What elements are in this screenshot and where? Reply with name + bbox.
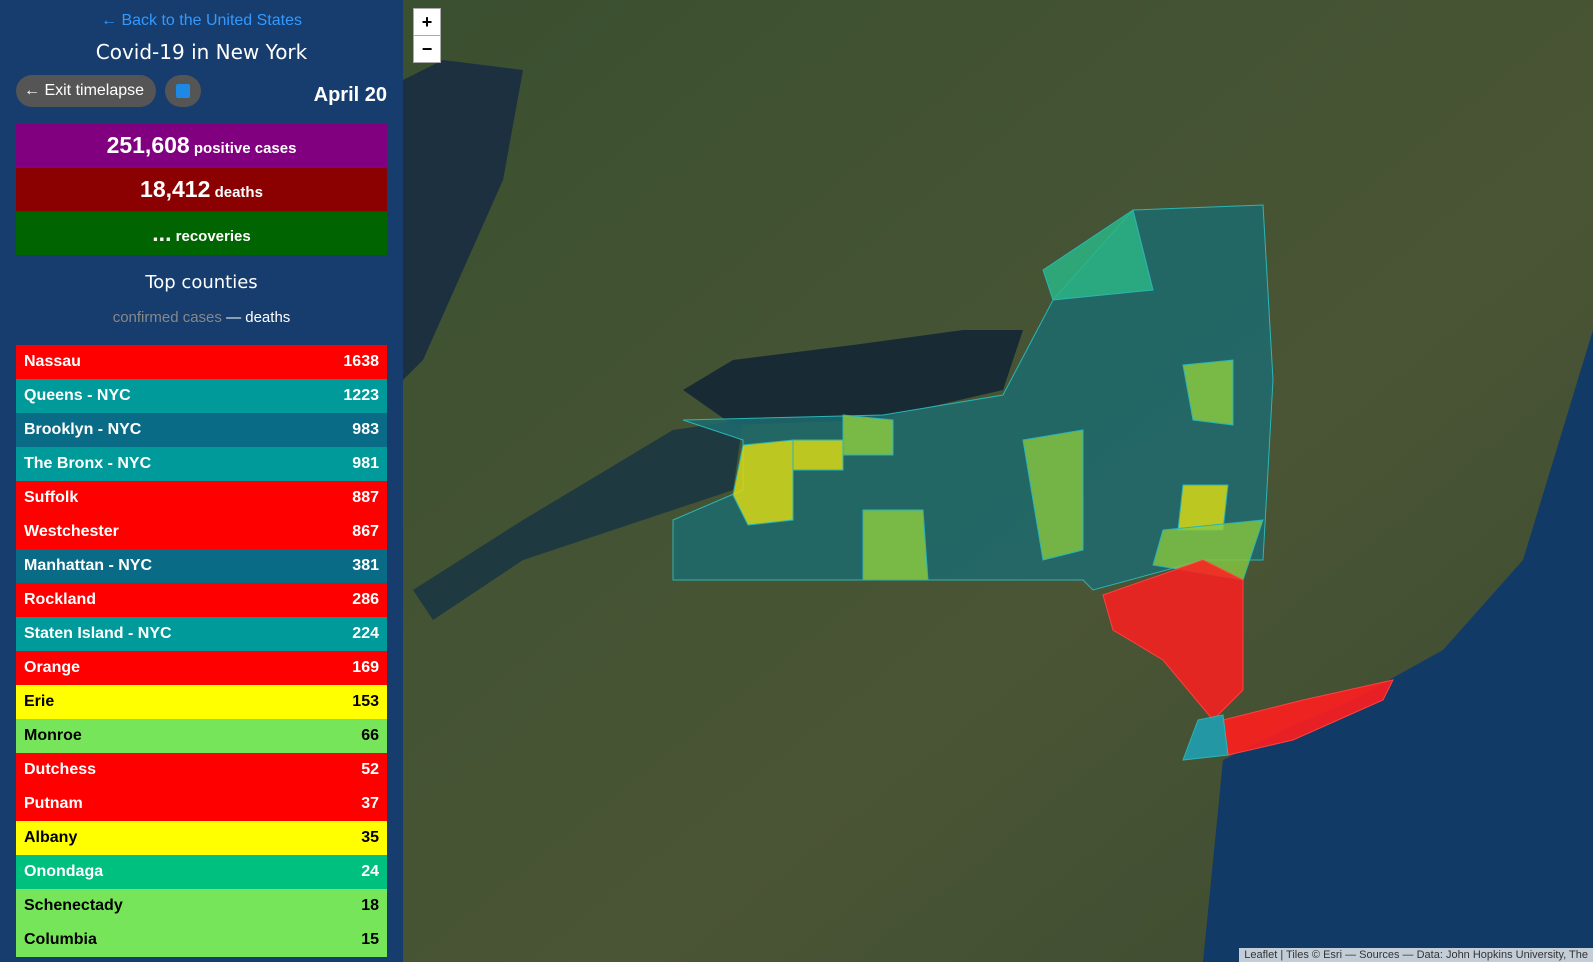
county-row[interactable]: Manhattan - NYC 381	[16, 549, 387, 583]
loop-button[interactable]	[165, 75, 201, 107]
county-name: Westchester	[24, 523, 119, 540]
county-region	[792, 439, 844, 471]
county-name: Putnam	[24, 795, 83, 812]
county-list: Nassau 1638 Queens - NYC 1223 Brooklyn - NYC…	[16, 345, 387, 957]
legend-deaths: — deaths	[226, 309, 291, 326]
county-deaths: 887	[352, 489, 379, 506]
stat-box: ... recoveries	[16, 212, 387, 255]
county-deaths: 52	[361, 761, 379, 778]
zoom-out[interactable]: −	[413, 35, 441, 63]
county-name: Rockland	[24, 591, 97, 608]
county-region	[1022, 429, 1084, 561]
county-deaths: 18	[361, 897, 379, 914]
county-name: Nassau	[24, 353, 81, 370]
county-row[interactable]: Onondaga 24	[16, 855, 387, 889]
county-region	[1182, 359, 1234, 426]
county-name: Monroe	[24, 727, 82, 744]
map-tiles	[403, 0, 1593, 962]
county-name: Albany	[24, 829, 78, 846]
new-york-counties	[672, 204, 1394, 761]
county-deaths: 286	[352, 591, 379, 608]
county-deaths: 381	[352, 557, 379, 574]
county-region	[732, 439, 794, 526]
stat-value: ...	[152, 220, 172, 246]
top-counties-title: Top counties	[145, 272, 258, 293]
county-name: Orange	[24, 659, 81, 676]
county-row[interactable]: Staten Island - NYC 224	[16, 617, 387, 651]
county-deaths: 15	[361, 931, 379, 948]
county-region	[842, 414, 894, 456]
county-name: Suffolk	[24, 489, 79, 506]
county-row[interactable]: Nassau 1638	[16, 345, 387, 379]
county-deaths: 24	[361, 863, 379, 880]
county-row[interactable]: Schenectady 18	[16, 889, 387, 923]
county-region	[1177, 484, 1229, 531]
zoom-in[interactable]: +	[413, 8, 441, 36]
date: April 20	[313, 84, 387, 106]
county-deaths: 983	[352, 421, 379, 438]
county-row[interactable]: Erie 153	[16, 685, 387, 719]
county-name: Brooklyn - NYC	[24, 421, 142, 438]
county-region	[862, 509, 929, 581]
county-name: The Bronx - NYC	[24, 455, 152, 472]
stat-box: 18,412 deaths	[16, 168, 387, 211]
county-deaths: 37	[361, 795, 379, 812]
stat-label: positive cases	[193, 140, 297, 157]
title: Covid-19 in New York	[95, 40, 308, 64]
stat-label: recoveries	[175, 228, 251, 245]
county-deaths: 169	[352, 659, 379, 676]
county-row[interactable]: Monroe 66	[16, 719, 387, 753]
county-name: Queens - NYC	[24, 387, 131, 404]
county-deaths: 1638	[343, 353, 379, 370]
county-deaths: 867	[352, 523, 379, 540]
county-region	[1042, 209, 1154, 301]
county-name: Staten Island - NYC	[24, 625, 172, 642]
lake-huron	[403, 60, 523, 380]
county-deaths: 1223	[343, 387, 379, 404]
map[interactable]: + − Leaflet | Tiles © Esri — Sources — D…	[403, 0, 1593, 962]
county-deaths: 224	[352, 625, 379, 642]
stat-value: 18,412	[140, 176, 211, 202]
county-name: Onondaga	[24, 863, 104, 880]
county-row[interactable]: Orange 169	[16, 651, 387, 685]
county-row[interactable]: Suffolk 887	[16, 481, 387, 515]
county-row[interactable]: Brooklyn - NYC 983	[16, 413, 387, 447]
county-row[interactable]: Columbia 15	[16, 923, 387, 957]
county-region	[1102, 559, 1244, 721]
county-row[interactable]: Queens - NYC 1223	[16, 379, 387, 413]
county-name: Manhattan - NYC	[24, 557, 152, 574]
exit-timelapse-button[interactable]: ← Exit timelapse	[16, 75, 157, 107]
county-region	[1182, 714, 1229, 761]
loop-icon	[176, 84, 190, 98]
back-link[interactable]: ← Back to the United States	[101, 12, 302, 29]
stat-label: deaths	[214, 184, 263, 201]
county-name: Dutchess	[24, 761, 97, 778]
lake-ontario	[683, 330, 1023, 425]
county-row[interactable]: The Bronx - NYC 981	[16, 447, 387, 481]
county-name: Schenectady	[24, 897, 123, 914]
legend: confirmed cases — deaths	[0, 309, 403, 326]
lake-erie	[413, 420, 743, 620]
county-deaths: 35	[361, 829, 379, 846]
county-deaths: 66	[361, 727, 379, 744]
county-row[interactable]: Albany 35	[16, 821, 387, 855]
county-row[interactable]: Westchester 867	[16, 515, 387, 549]
legend-confirmed: confirmed cases	[112, 309, 222, 326]
county-deaths: 153	[352, 693, 379, 710]
county-name: Columbia	[24, 931, 97, 948]
stat-box: 251,608 positive cases	[16, 124, 387, 167]
attribution: Leaflet | Tiles © Esri — Sources — Data:…	[1239, 948, 1593, 962]
county-name: Erie	[24, 693, 55, 710]
sidebar: ← Back to the United States Covid-19 in …	[0, 0, 403, 962]
stat-value: 251,608	[106, 132, 190, 158]
county-row[interactable]: Rockland 286	[16, 583, 387, 617]
ocean	[1203, 330, 1593, 962]
county-row[interactable]: Putnam 37	[16, 787, 387, 821]
county-row[interactable]: Dutchess 52	[16, 753, 387, 787]
county-deaths: 981	[352, 455, 379, 472]
